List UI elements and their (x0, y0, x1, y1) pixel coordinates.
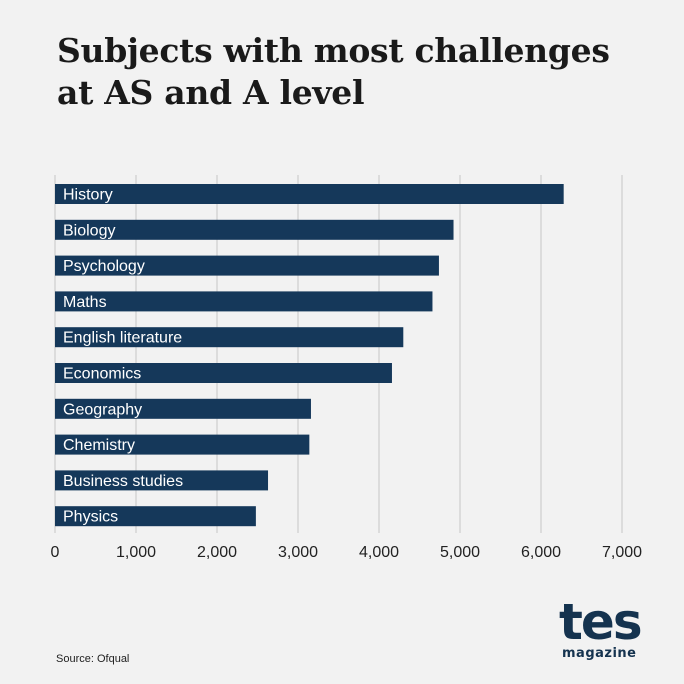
bar-category-label: Chemistry (63, 437, 135, 454)
x-tick-label: 7,000 (602, 544, 642, 561)
x-axis-ticks: 0 1,000 2,000 3,000 4,000 5,000 6,000 7,000 (51, 544, 643, 561)
bars: History Biology Psychology Maths English lit… (55, 184, 564, 527)
bar (55, 506, 256, 527)
x-tick-label: 0 (51, 544, 60, 561)
bar (55, 184, 564, 204)
bar-category-label: Biology (63, 222, 115, 239)
tes-magazine-logo: tes magazine (556, 594, 643, 666)
chart-title: Subjects with most challenges at AS and … (57, 31, 610, 112)
bar-category-label: English literature (63, 330, 182, 347)
bar (55, 470, 269, 491)
bar (55, 363, 392, 383)
x-tick-label: 6,000 (521, 544, 561, 561)
logo-subtitle: magazine (562, 646, 637, 661)
bar (55, 327, 404, 348)
x-tick-label: 5,000 (440, 544, 480, 561)
logo-word: tes (559, 593, 643, 651)
bar (55, 398, 311, 419)
bar-category-label: Geography (63, 401, 142, 418)
source-note: Source: Ofqual (56, 653, 130, 665)
bar (55, 255, 439, 276)
bar-category-label: Physics (63, 509, 118, 526)
bar-category-label: History (63, 187, 113, 204)
x-tick-label: 1,000 (116, 544, 156, 561)
bar (55, 291, 433, 312)
x-tick-label: 2,000 (197, 544, 237, 561)
bar (55, 219, 454, 240)
bar (55, 434, 310, 455)
bar-category-label: Maths (63, 294, 107, 311)
bar-category-label: Economics (63, 366, 141, 383)
x-tick-label: 4,000 (359, 544, 399, 561)
x-tick-label: 3,000 (278, 544, 318, 561)
bar-category-label: Business studies (63, 473, 183, 490)
bar-category-label: Psychology (63, 258, 145, 275)
